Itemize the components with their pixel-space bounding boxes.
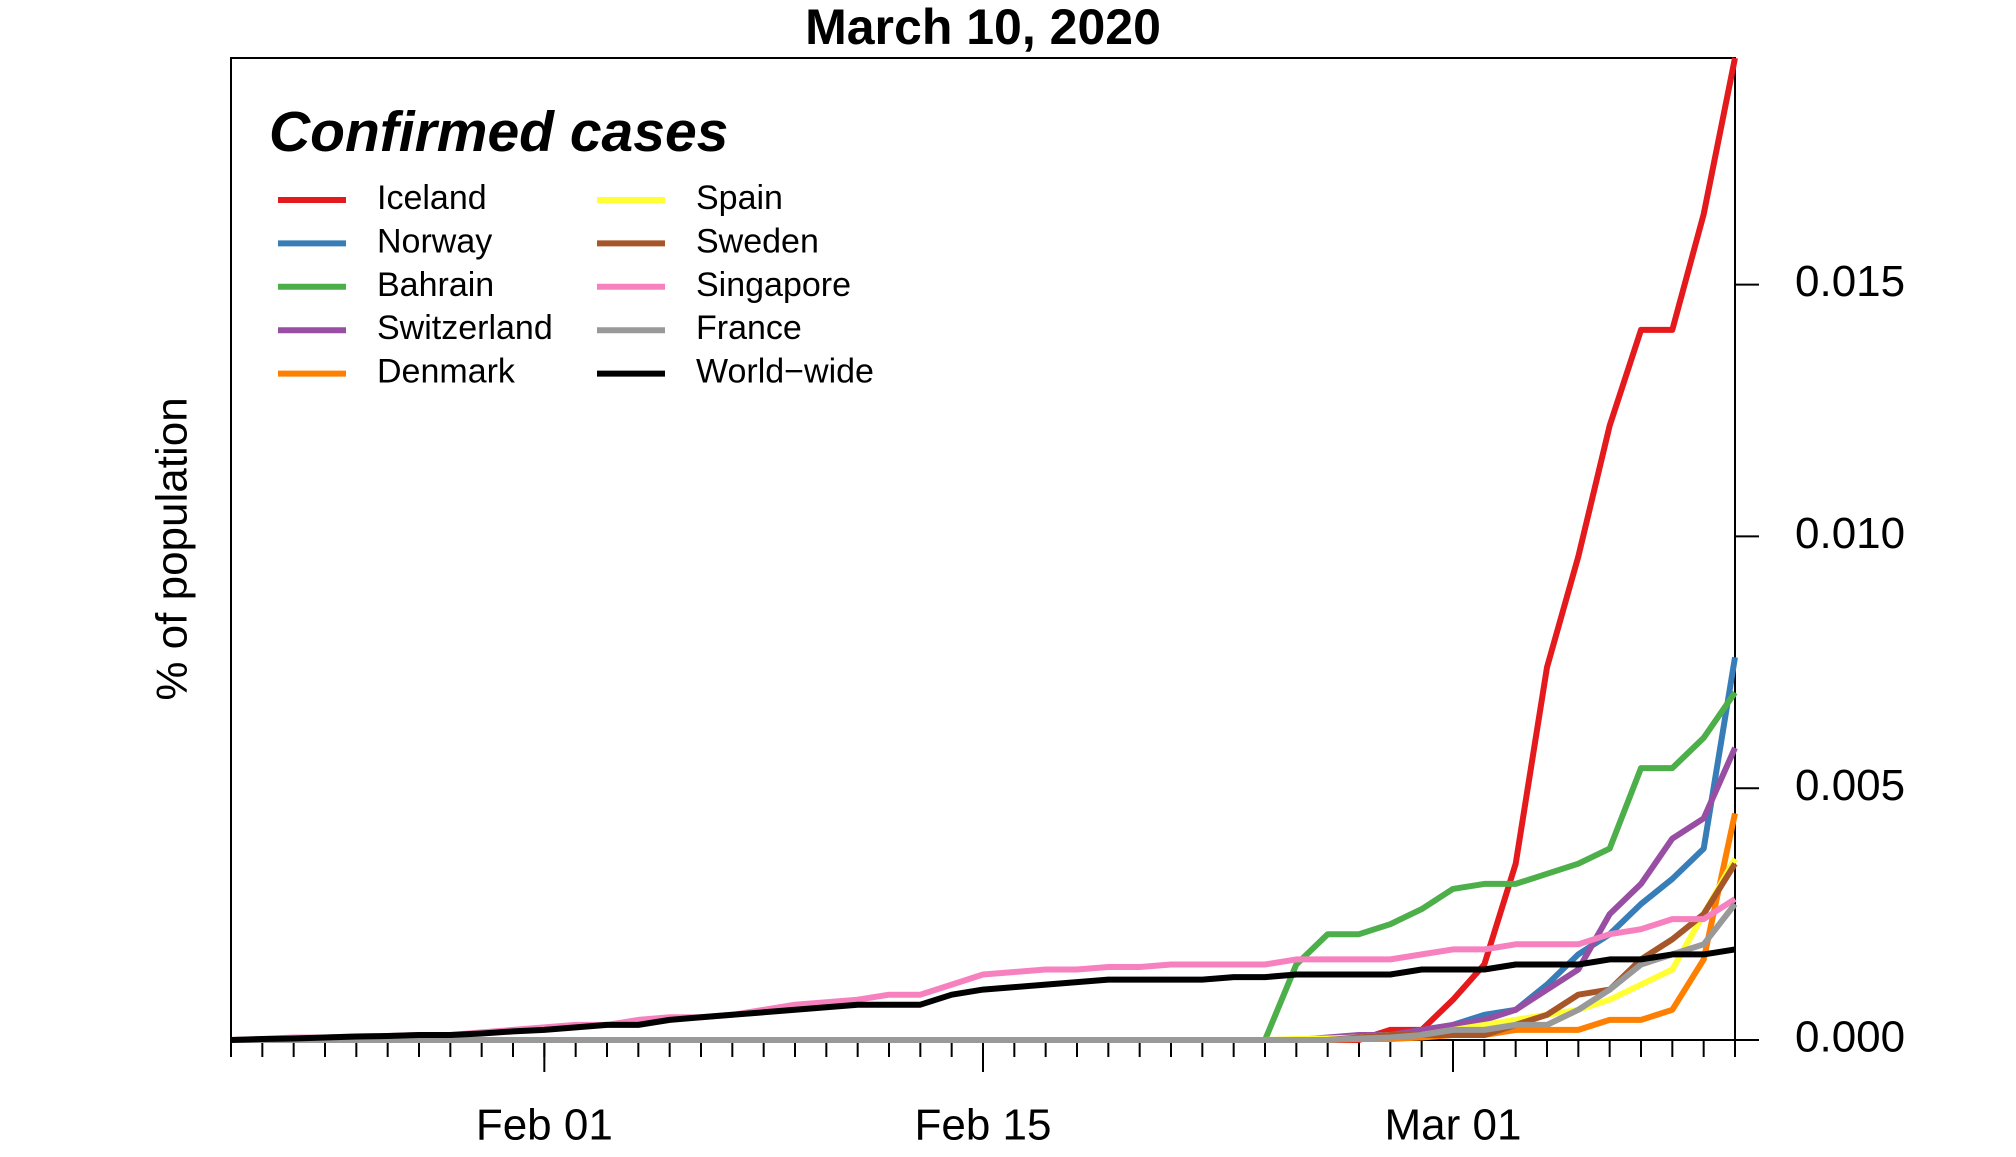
x-tick-label: Mar 01	[1385, 1101, 1522, 1150]
legend-label: Iceland	[377, 179, 487, 217]
legend-label: Denmark	[377, 353, 516, 391]
legend-label: Singapore	[696, 266, 851, 304]
legend-title: Confirmed cases	[269, 100, 728, 164]
series-line	[231, 812, 1738, 1043]
legend-label: Spain	[696, 179, 783, 217]
series-line	[231, 656, 1738, 1043]
x-tick-label: Feb 15	[915, 1101, 1052, 1150]
legend-label: Sweden	[696, 222, 819, 260]
x-tick-label: Feb 01	[476, 1101, 613, 1150]
series-line	[231, 902, 1738, 1043]
legend-label: Bahrain	[377, 266, 494, 304]
y-tick-label: 0.005	[1795, 761, 1905, 810]
y-tick-label: 0.010	[1795, 509, 1905, 558]
y-axis-label: % of population	[148, 397, 197, 700]
legend-label: Switzerland	[377, 309, 553, 347]
y-tick-label: 0.015	[1795, 257, 1905, 306]
y-tick-label: 0.000	[1795, 1013, 1905, 1062]
chart-title: March 10, 2020	[805, 0, 1161, 55]
series-line	[230, 946, 1736, 1043]
legend-label: Norway	[377, 222, 492, 260]
legend-label: France	[696, 309, 802, 347]
legend-label: World−wide	[696, 353, 874, 391]
